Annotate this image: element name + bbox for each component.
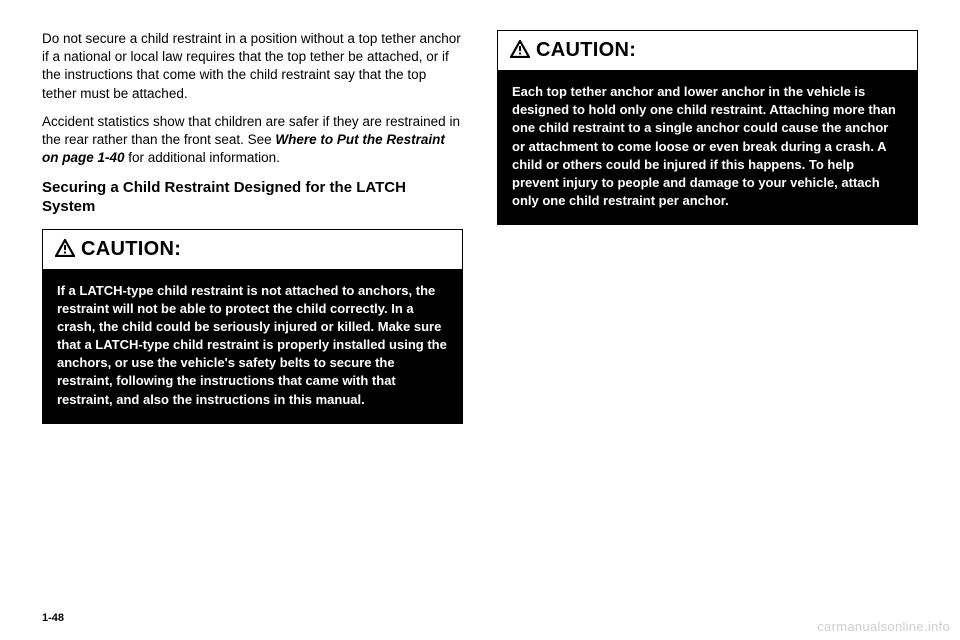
warning-triangle-icon bbox=[510, 40, 530, 61]
watermark: carmanualsonline.info bbox=[817, 619, 950, 634]
right-column: CAUTION: Each top tether anchor and lowe… bbox=[497, 30, 918, 590]
caution-label-right: CAUTION: bbox=[536, 39, 636, 62]
caution-body-right: Each top tether anchor and lower anchor … bbox=[498, 71, 917, 224]
caution-box-right: CAUTION: Each top tether anchor and lowe… bbox=[497, 30, 918, 225]
para2-text-b: for additional information. bbox=[125, 150, 280, 165]
page-number: 1-48 bbox=[42, 612, 64, 624]
caution-header-left: CAUTION: bbox=[43, 230, 462, 270]
section-heading-latch: Securing a Child Restraint Designed for … bbox=[42, 178, 463, 217]
caution-box-left: CAUTION: If a LATCH-type child restraint… bbox=[42, 229, 463, 424]
manual-page: Do not secure a child restraint in a pos… bbox=[0, 0, 960, 640]
left-column: Do not secure a child restraint in a pos… bbox=[42, 30, 463, 590]
caution-label-left: CAUTION: bbox=[81, 238, 181, 261]
warning-triangle-icon bbox=[55, 239, 75, 260]
paragraph-tether-warning: Do not secure a child restraint in a pos… bbox=[42, 30, 463, 103]
caution-header-right: CAUTION: bbox=[498, 31, 917, 71]
content-columns: Do not secure a child restraint in a pos… bbox=[42, 30, 918, 590]
paragraph-statistics: Accident statistics show that children a… bbox=[42, 113, 463, 168]
caution-body-left: If a LATCH-type child restraint is not a… bbox=[43, 270, 462, 423]
